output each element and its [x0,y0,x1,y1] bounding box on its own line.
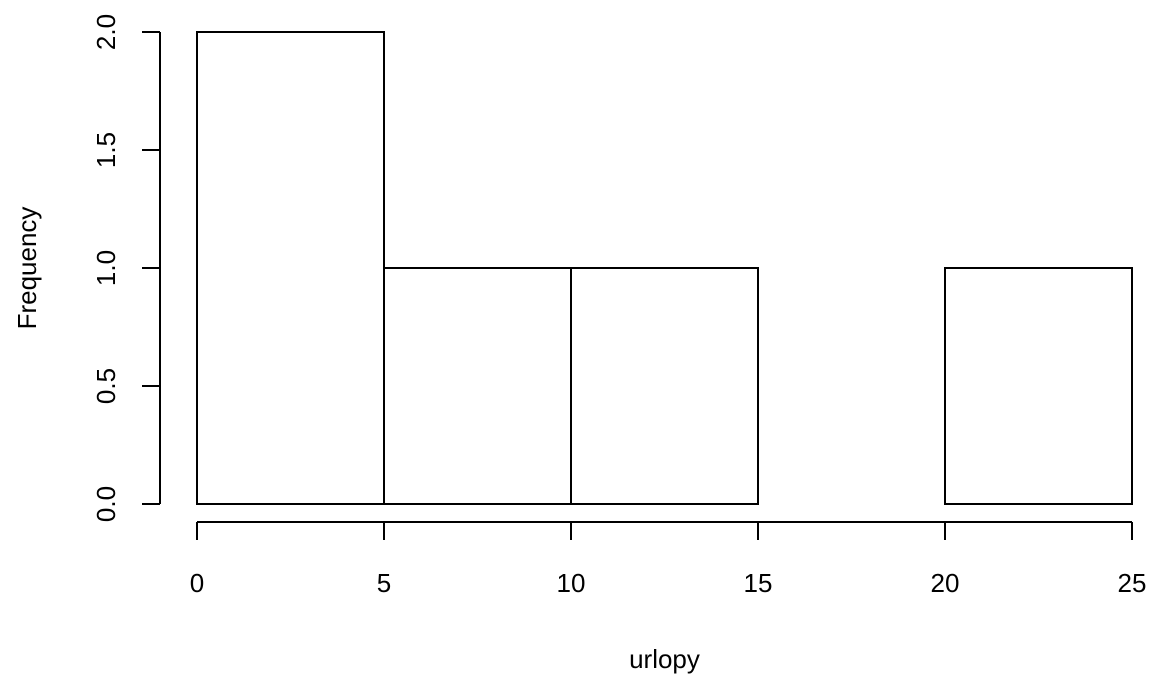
y-tick-label: 1.5 [91,132,121,168]
x-tick-label: 10 [557,568,586,598]
x-tick-label: 25 [1118,568,1147,598]
histogram-bar-1 [383,267,572,505]
histogram-bar-0 [196,31,385,505]
bars-group [196,31,1133,505]
y-axis: 0.0 0.5 1.0 1.5 2.0 [91,14,161,522]
x-axis-title: urlopy [629,644,700,674]
y-tick-label: 2.0 [91,14,121,50]
x-tick-label: 15 [744,568,773,598]
x-axis: 0 5 10 15 20 25 [190,521,1147,598]
x-tick-label: 0 [190,568,204,598]
y-tick-label: 0.5 [91,368,121,404]
y-tick-label: 1.0 [91,250,121,286]
histogram-bar-4 [944,267,1133,505]
x-tick-label: 20 [931,568,960,598]
y-tick-label: 0.0 [91,486,121,522]
histogram-bar-2 [570,267,759,505]
y-axis-title: Frequency [12,207,42,330]
x-tick-label: 5 [377,568,391,598]
